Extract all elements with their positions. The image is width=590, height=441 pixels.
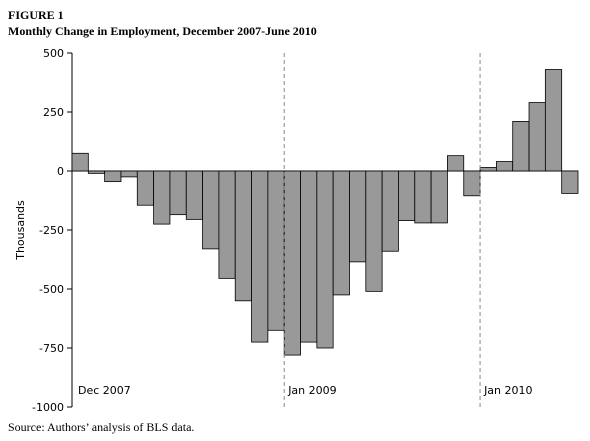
bar-dec-2009 bbox=[463, 170, 481, 197]
chart-period-markers: Dec 2007 Jan 2009 Jan 2010 bbox=[78, 53, 533, 407]
bar-dec-2007 bbox=[71, 152, 89, 172]
chart-bars bbox=[71, 69, 579, 356]
bar-jun-2010 bbox=[561, 170, 579, 194]
bar-jul-2008 bbox=[185, 170, 203, 220]
bar-sep-2008 bbox=[218, 170, 236, 279]
period-label: Jan 2010 bbox=[483, 384, 532, 397]
y-tick-label: 250 bbox=[43, 106, 64, 119]
bar-may-2008 bbox=[153, 170, 171, 225]
bar-jun-2008 bbox=[169, 170, 187, 216]
bar-apr-2009 bbox=[332, 170, 350, 296]
y-tick-label: -750 bbox=[39, 342, 64, 355]
bar-feb-2009 bbox=[300, 170, 318, 343]
bar-mar-2010 bbox=[512, 121, 530, 172]
bar-mar-2008 bbox=[120, 170, 138, 178]
bar-apr-2010 bbox=[528, 102, 546, 172]
figure-title: Monthly Change in Employment, December 2… bbox=[8, 24, 317, 38]
bar-aug-2008 bbox=[202, 170, 220, 250]
period-label: Dec 2007 bbox=[78, 384, 131, 397]
period-label: Jan 2009 bbox=[287, 384, 336, 397]
bar-jan-2010 bbox=[479, 167, 497, 172]
bar-nov-2008 bbox=[251, 170, 269, 343]
bar-may-2010 bbox=[544, 69, 563, 172]
bar-jan-2009 bbox=[283, 170, 301, 356]
bar-feb-2008 bbox=[104, 170, 122, 183]
bar-jan-2008 bbox=[87, 170, 106, 174]
y-tick-label: -1000 bbox=[32, 401, 64, 414]
bar-dec-2008 bbox=[267, 170, 285, 331]
bar-may-2009 bbox=[349, 170, 367, 263]
bar-sep-2009 bbox=[414, 170, 432, 224]
bar-feb-2010 bbox=[495, 161, 514, 172]
y-tick-label: -250 bbox=[39, 224, 64, 237]
y-tick-label: 0 bbox=[57, 165, 64, 178]
bar-oct-2009 bbox=[430, 170, 448, 224]
bar-aug-2009 bbox=[398, 170, 416, 221]
source-note: Source: Authors’ analysis of BLS data. bbox=[8, 420, 195, 434]
bar-apr-2008 bbox=[136, 170, 155, 206]
bar-mar-2009 bbox=[316, 170, 334, 349]
y-tick-label: -500 bbox=[39, 283, 64, 296]
bar-jun-2009 bbox=[365, 170, 383, 292]
bar-jul-2009 bbox=[381, 170, 399, 252]
y-axis-title: Thousands bbox=[14, 200, 27, 261]
bar-nov-2009 bbox=[447, 155, 465, 172]
y-tick-label: 500 bbox=[43, 47, 64, 60]
figure-label: FIGURE 1 bbox=[8, 8, 64, 22]
bar-oct-2008 bbox=[234, 170, 252, 302]
